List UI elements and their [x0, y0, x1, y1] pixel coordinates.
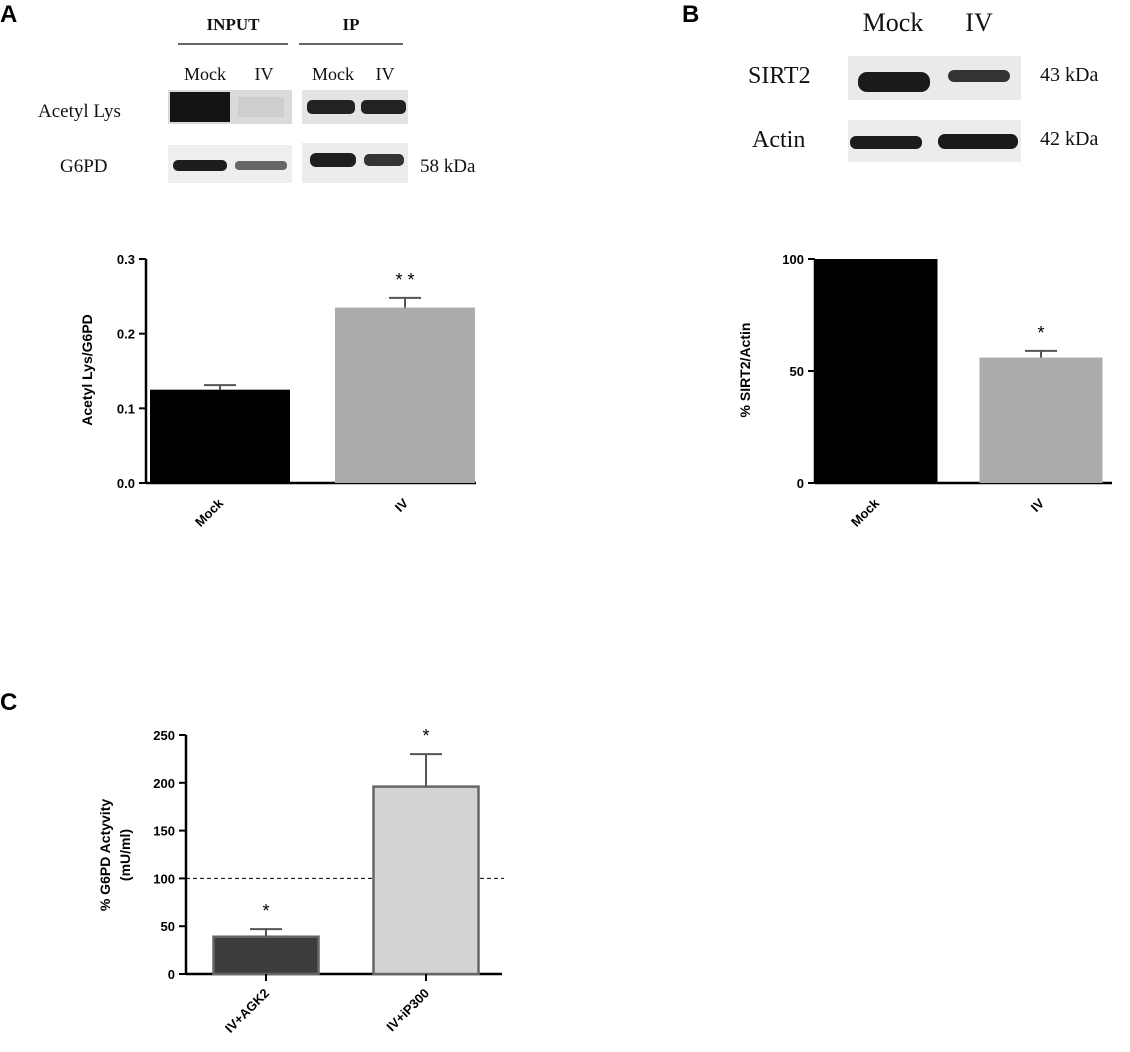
chart-2-category-label-0: IV+AGK2: [222, 986, 272, 1036]
blot-a-acetyl-input-iv-band: [238, 97, 284, 117]
chart-2-bar-0: [212, 935, 320, 976]
blot-a-row-g6pd: G6PD: [60, 156, 108, 177]
chart-1-bar-0: [814, 259, 938, 483]
chart-2-ytick-label-1: 50: [161, 919, 175, 934]
chart-1-ytick-label-1: 50: [790, 364, 804, 379]
blot-b-sirt2-mock-band: [858, 72, 930, 92]
chart-0-significance-1: * *: [395, 270, 414, 290]
chart-b-ylabel: % SIRT2/Actin: [737, 323, 753, 418]
blot-a-acetyl-ip-mock-band: [307, 100, 355, 114]
chart-0-category-label-1: IV: [392, 495, 412, 515]
chart-a-ylabel: Acetyl Lys/G6PD: [79, 314, 95, 426]
chart-2-ytick-label-0: 0: [168, 967, 175, 982]
blot-a-g6pd-ip-mock-band: [310, 153, 356, 167]
chart-0-category-label-0: Mock: [192, 495, 227, 530]
chart-2-bar-1: [372, 785, 480, 976]
panel-letter-b: B: [682, 1, 699, 28]
chart-1-category-label-1: IV: [1028, 495, 1048, 515]
blot-a-g6pd-ip-iv-band: [364, 154, 404, 166]
blot-b-actin-mock-band: [850, 136, 922, 149]
chart-0-ytick-label-3: 0.3: [117, 252, 135, 267]
blot-a-g6pd-input-mock-band: [173, 160, 227, 171]
blot-b-lane-1: Mock: [863, 8, 924, 37]
chart-2-significance-0: *: [262, 901, 269, 921]
chart-0-ytick-label-2: 0.2: [117, 327, 135, 342]
blot-b-row-actin: Actin: [752, 127, 805, 153]
blot-a-row-acetyl-lys: Acetyl Lys: [38, 101, 121, 122]
blot-a: INPUT IP Mock IV Mock IV Acetyl Lys G6PD…: [38, 15, 476, 183]
chart-2-ytick-label-3: 150: [153, 824, 175, 839]
blot-b-lane-2: IV: [965, 8, 993, 37]
blot-b-sirt2-iv-band: [948, 70, 1010, 82]
blot-a-lane-1: Mock: [184, 64, 226, 84]
chart-0-bar-1: [335, 307, 475, 483]
blot-b-size-actin: 42 kDa: [1040, 128, 1098, 150]
blot-a-lane-3: Mock: [312, 64, 354, 84]
chart-0-ytick-label-0: 0.0: [117, 476, 135, 491]
blot-a-group-ip: IP: [343, 15, 360, 34]
panel-letter-c: C: [0, 689, 17, 716]
chart-1-ytick-label-2: 100: [782, 252, 804, 267]
chart-0-ytick-label-1: 0.1: [117, 401, 135, 416]
blot-a-lane-4: IV: [376, 64, 395, 84]
blot-b-actin-iv-band: [938, 134, 1018, 149]
blot-a-lane-2: IV: [255, 64, 274, 84]
chart-2-ytick-label-4: 200: [153, 776, 175, 791]
chart-b: % SIRT2/Actin 0 50 100 Mock * IV: [737, 252, 1112, 530]
blot-b: Mock IV SIRT2 Actin 43 kDa 42 kDa: [748, 8, 1098, 162]
blot-b-size-sirt2: 43 kDa: [1040, 64, 1098, 86]
panel-letter-a: A: [0, 1, 17, 28]
chart-2-significance-1: *: [422, 726, 429, 746]
blot-a-acetyl-ip-iv-band: [361, 100, 406, 114]
chart-c: % G6PD Actyvity (mU/ml) 0 50 100 150 200 250 *…: [97, 726, 504, 1036]
chart-a: Acetyl Lys/G6PD 0.0 0.1 0.2 0.3 Mock * * IV: [79, 252, 476, 530]
blot-a-size-label: 58 kDa: [420, 156, 476, 177]
chart-1-category-label-0: Mock: [848, 495, 883, 530]
blot-a-group-input: INPUT: [207, 15, 261, 34]
blot-b-row-sirt2: SIRT2: [748, 63, 811, 89]
chart-2-ytick-label-2: 100: [153, 871, 175, 886]
chart-0-bar-0: [150, 389, 290, 483]
chart-c-ylabel-line-2: (mU/ml): [117, 829, 133, 881]
chart-2-category-label-1: IV+iP300: [383, 986, 432, 1035]
chart-1-bar-1: [979, 357, 1103, 483]
chart-c-ylabel-line-1: % G6PD Actyvity: [97, 799, 113, 912]
blot-a-acetyl-input-mock-band: [170, 92, 230, 122]
chart-1-significance-1: *: [1037, 323, 1044, 343]
chart-1-ytick-label-0: 0: [797, 476, 804, 491]
chart-2-ytick-label-5: 250: [153, 728, 175, 743]
blot-a-g6pd-input-iv-band: [235, 161, 287, 170]
